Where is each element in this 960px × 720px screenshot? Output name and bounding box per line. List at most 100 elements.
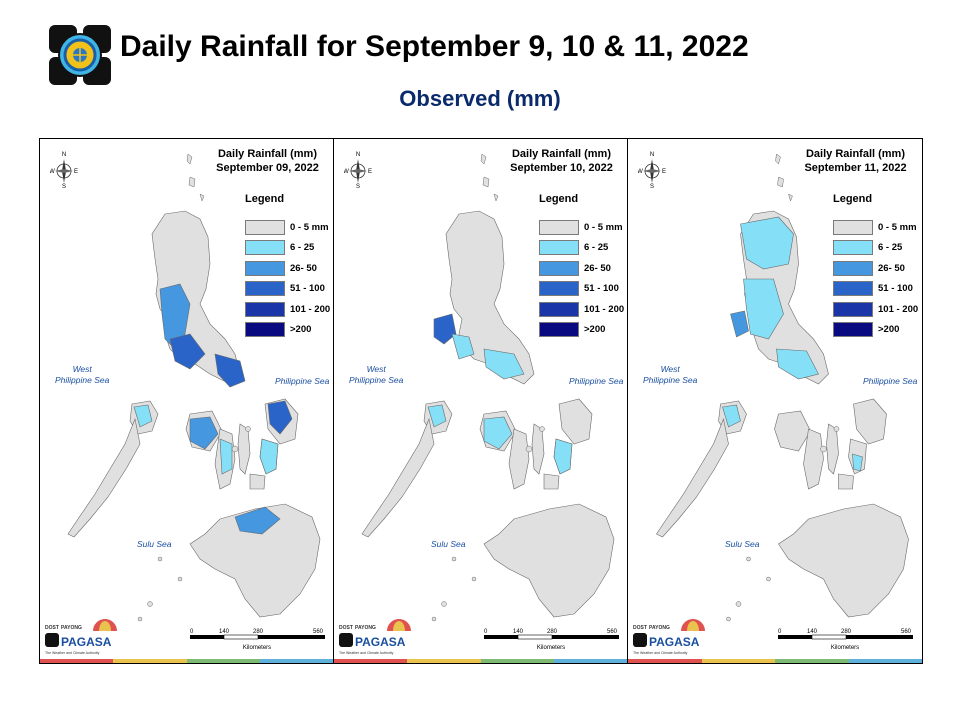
negros-landmass	[803, 428, 824, 490]
scale-bar: 0 140 280 560 Kilometers	[778, 629, 913, 651]
brand-color-strip	[628, 659, 922, 663]
philippines-map	[361, 153, 615, 622]
scale-bar: 0 140 280 560 Kilometers	[484, 629, 619, 651]
mindanao-landmass	[778, 503, 909, 618]
svg-text:W: W	[344, 169, 349, 175]
compass-rose-icon: N W E S	[638, 152, 666, 189]
rain-light-mindoro	[722, 404, 741, 428]
svg-text:280: 280	[841, 629, 852, 635]
svg-text:S: S	[356, 184, 360, 189]
svg-text:N: N	[62, 152, 66, 158]
svg-text:N: N	[650, 152, 654, 158]
svg-text:560: 560	[901, 629, 912, 635]
svg-text:PAGASA: PAGASA	[61, 635, 112, 649]
rain-light-leyte	[259, 438, 279, 475]
legend-item: 0 - 5 mm	[539, 217, 624, 238]
west-philippine-sea-label: West Philippine Sea	[349, 364, 404, 385]
svg-text:140: 140	[513, 629, 524, 635]
legend-item: 51 - 100	[833, 279, 918, 300]
philippine-sea-label: Philippine Sea	[275, 376, 330, 386]
svg-text:PAGASA: PAGASA	[355, 635, 406, 649]
rain-light-mindoro	[427, 404, 447, 428]
rain-light-central-luzon	[743, 278, 784, 340]
legend-item: 0 - 5 mm	[833, 217, 918, 238]
svg-text:0: 0	[484, 629, 488, 635]
svg-text:PAYONG: PAYONG	[649, 625, 670, 631]
legend-item: 0 - 5 mm	[245, 217, 330, 238]
map-panel-sep-10: N W E S Daily Rainfall (mm) September 10…	[334, 139, 628, 663]
svg-text:E: E	[74, 169, 78, 175]
rainfall-map-panels: N W E S Daily Rainfall (mm) September 09…	[39, 138, 923, 664]
rain-light-central-luzon	[451, 333, 475, 360]
philippine-sea-label: Philippine Sea	[569, 376, 624, 386]
svg-text:0: 0	[190, 629, 194, 635]
rain-heavy-west-luzon	[433, 313, 457, 345]
palawan-landmass	[656, 417, 729, 538]
bohol-landmass	[543, 473, 560, 490]
rain-moderate-north-mindanao	[234, 506, 281, 535]
legend-item: >200	[833, 320, 918, 341]
philippine-sea-label: Philippine Sea	[863, 376, 918, 386]
svg-text:280: 280	[547, 629, 558, 635]
compass-rose-icon: N W E S	[344, 152, 372, 189]
rain-heavy-samar	[267, 400, 293, 435]
rain-moderate-west-luzon	[730, 310, 749, 338]
svg-text:140: 140	[219, 629, 230, 635]
svg-text:W: W	[638, 169, 643, 175]
svg-text:0: 0	[778, 629, 782, 635]
brand-color-strip	[40, 659, 333, 663]
svg-text:Kilometers: Kilometers	[243, 645, 271, 651]
svg-text:Kilometers: Kilometers	[831, 645, 859, 651]
samar-landmass	[558, 398, 593, 445]
panay-landmass	[774, 410, 811, 452]
rain-light-bicol	[483, 348, 525, 380]
brand-color-strip	[334, 659, 627, 663]
rain-moderate-panay	[189, 416, 219, 450]
sulu-sea-label: Sulu Sea	[137, 539, 172, 549]
legend-item: 51 - 100	[539, 279, 624, 300]
map-panel-sep-11: N W E S Daily Rainfall (mm) September 11…	[628, 139, 922, 663]
legend-item: 6 - 25	[833, 238, 918, 259]
legend-item: 26- 50	[245, 258, 330, 279]
samar-landmass	[853, 398, 887, 445]
mindanao-landmass	[483, 503, 615, 618]
pagasa-logo: DOST PAYONG PAGASA The Weather and Clima…	[339, 619, 411, 655]
west-philippine-sea-label: West Philippine Sea	[55, 364, 110, 385]
legend-item: 26- 50	[539, 258, 624, 279]
rain-light-bicol	[776, 348, 819, 380]
svg-text:PAYONG: PAYONG	[355, 625, 376, 631]
svg-text:PAGASA: PAGASA	[649, 635, 700, 649]
negros-landmass	[508, 428, 530, 490]
rainfall-legend: 0 - 5 mm 6 - 25 26- 50 51 - 100 101 - 20…	[245, 217, 330, 340]
rain-light-leyte	[553, 438, 573, 475]
rainfall-legend: 0 - 5 mm 6 - 25 26- 50 51 - 100 101 - 20…	[539, 217, 624, 340]
bohol-landmass	[838, 473, 854, 490]
rain-light-panay	[483, 416, 513, 450]
legend-item: 101 - 200	[245, 299, 330, 320]
svg-text:S: S	[650, 184, 654, 189]
panel-title: Daily Rainfall (mm) September 10, 2022	[510, 148, 613, 174]
mindanao-landmass	[189, 503, 321, 618]
pagasa-seal-logo	[47, 23, 113, 87]
legend-item: 51 - 100	[245, 279, 330, 300]
rain-light-mindoro	[133, 404, 153, 428]
palawan-landmass	[67, 417, 141, 538]
map-panel-sep-09: N W E S Daily Rainfall (mm) September 09…	[40, 139, 334, 663]
philippines-map	[67, 153, 321, 622]
rain-light-leyte-south	[852, 453, 863, 472]
svg-text:N: N	[356, 152, 360, 158]
rain-heavy-central-luzon	[169, 333, 206, 370]
rain-light-north-luzon	[740, 216, 794, 270]
philippines-map	[656, 153, 909, 622]
legend-item: 6 - 25	[245, 238, 330, 259]
scale-bar: 0 140 280 560 Kilometers	[190, 629, 325, 651]
sulu-sea-label: Sulu Sea	[725, 539, 760, 549]
legend-item: 6 - 25	[539, 238, 624, 259]
legend-title: Legend	[539, 193, 579, 205]
svg-text:DOST: DOST	[633, 625, 647, 631]
svg-text:E: E	[662, 169, 666, 175]
rainfall-legend: 0 - 5 mm 6 - 25 26- 50 51 - 100 101 - 20…	[833, 217, 918, 340]
svg-text:560: 560	[607, 629, 618, 635]
compass-rose-icon: N W E S	[50, 152, 78, 189]
rain-light-negros	[219, 438, 233, 475]
